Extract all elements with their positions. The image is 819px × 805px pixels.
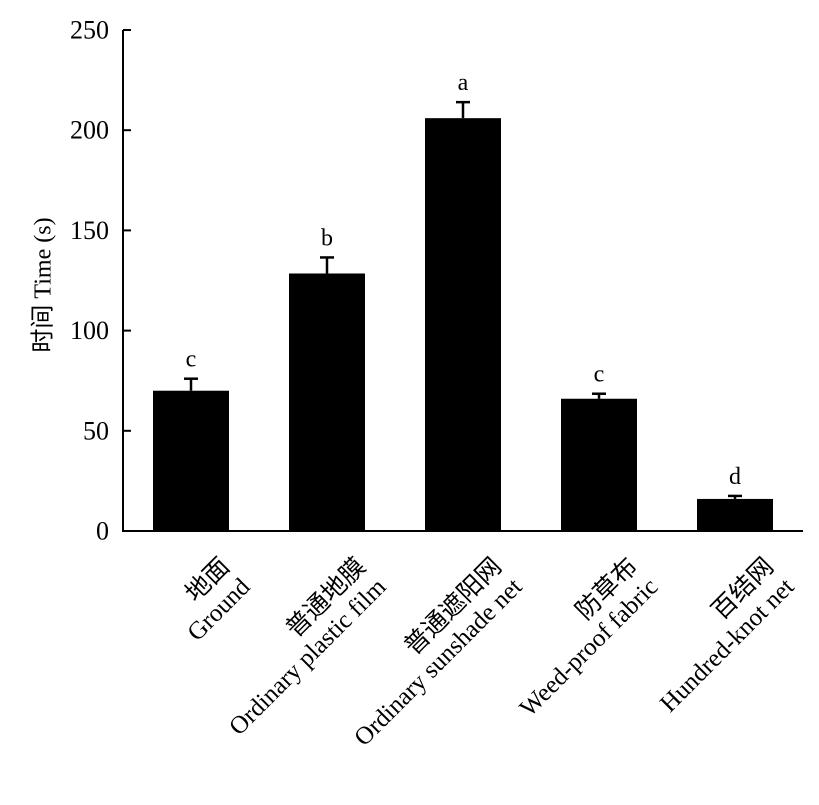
y-tick-label: 0 xyxy=(96,517,109,546)
bar xyxy=(153,390,229,531)
y-tick-label: 200 xyxy=(70,116,109,145)
bar xyxy=(697,498,773,531)
bar xyxy=(289,273,365,531)
significance-label: c xyxy=(186,347,197,373)
significance-label: c xyxy=(594,362,605,388)
significance-label: b xyxy=(321,225,333,251)
y-tick-label: 150 xyxy=(70,216,109,245)
bar xyxy=(561,398,637,531)
y-tick-label: 50 xyxy=(83,416,109,445)
category-label: 百结网Hundred-knot net xyxy=(634,552,799,717)
y-tick-label: 250 xyxy=(70,16,109,45)
category-label: 防草布Weed-proof fabric xyxy=(494,552,664,722)
significance-label: d xyxy=(729,464,741,490)
bar xyxy=(425,118,501,532)
category-label: 地面Ground xyxy=(161,552,255,646)
significance-label: a xyxy=(458,70,469,96)
y-axis-title: 时间 Time (s) xyxy=(30,217,57,352)
y-tick-label: 100 xyxy=(70,316,109,345)
